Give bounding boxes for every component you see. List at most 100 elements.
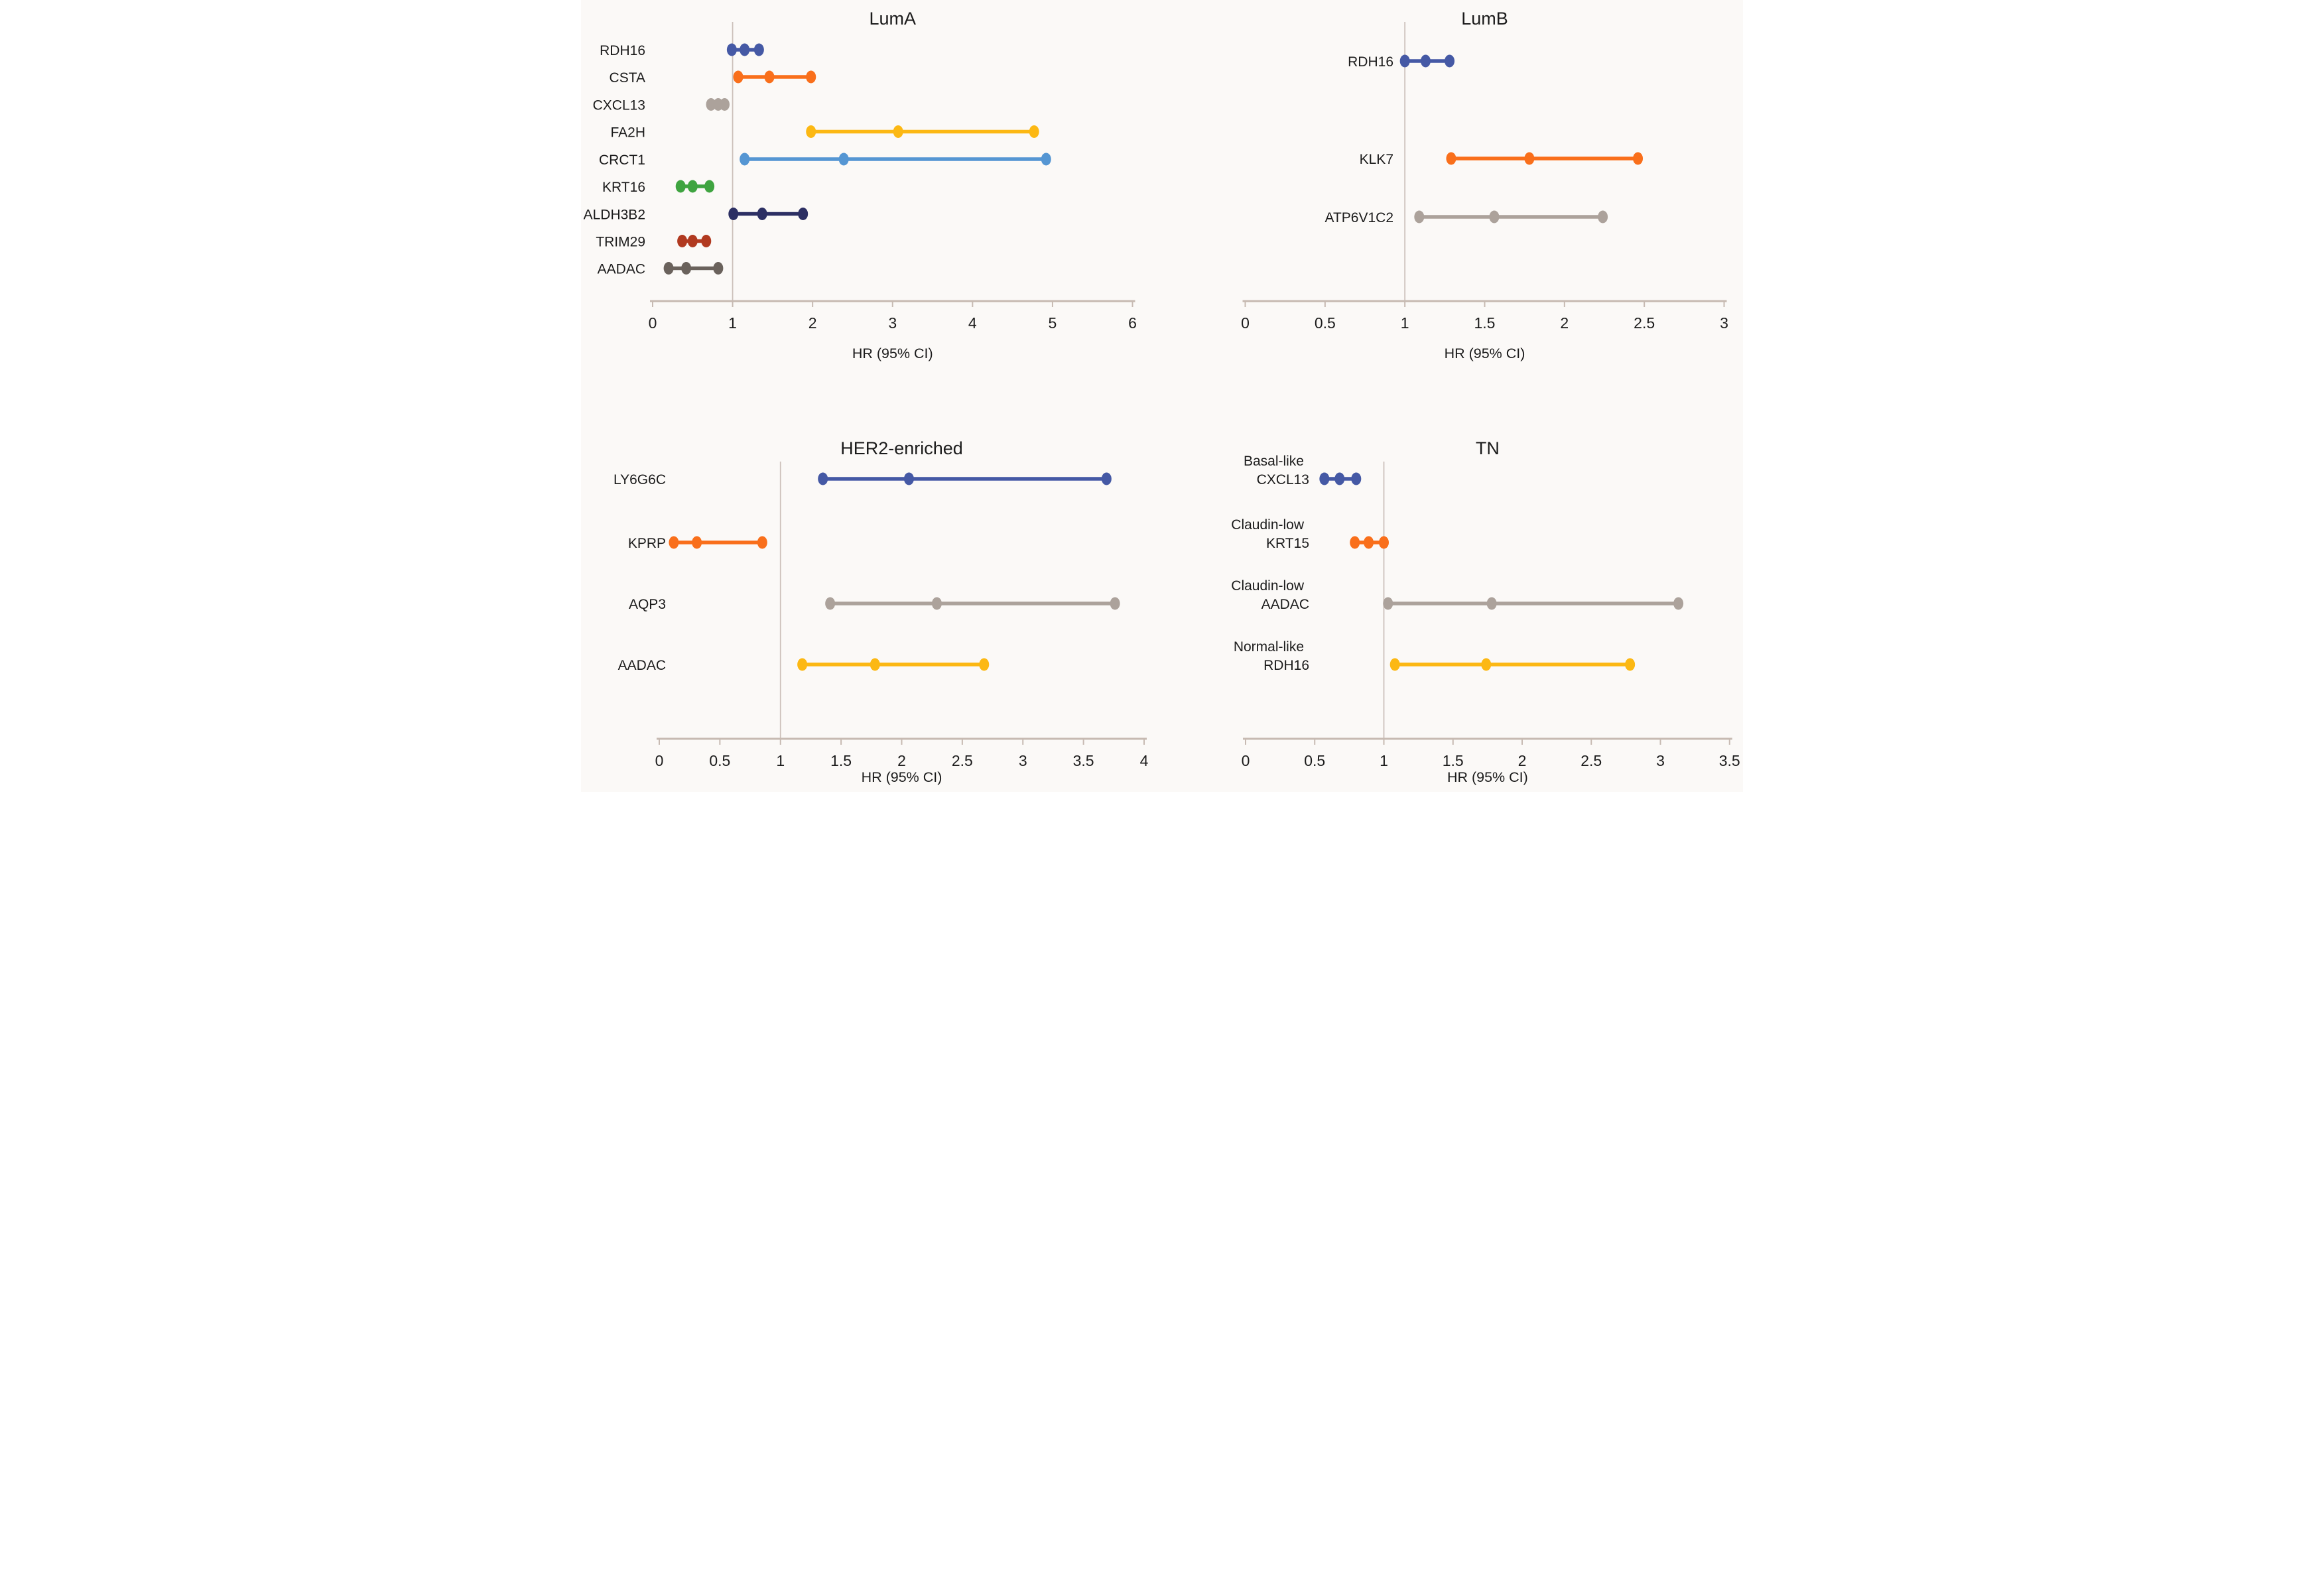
panel-her2-enriched: HER2-enriched 0 0.5 1 1.5 2 2.5 3 3.5 4 HR (95% CI… bbox=[581, 396, 1162, 792]
hr-dot bbox=[1486, 597, 1497, 610]
hr-dot bbox=[681, 262, 692, 275]
ci-low-dot bbox=[706, 98, 716, 111]
forest-plot-tn: TN 0 0.5 1 1.5 2 2.5 3 3.5 HR (95% CI) Basal-like C… bbox=[1231, 438, 1740, 785]
gene-label: RDH16 bbox=[600, 43, 645, 58]
gene-label: AADAC bbox=[1261, 597, 1309, 612]
ci-high-dot bbox=[1041, 153, 1051, 166]
hr-dot bbox=[757, 208, 767, 220]
ci-low-dot bbox=[818, 472, 828, 485]
ci-high-dot bbox=[753, 43, 764, 56]
hr-dot bbox=[893, 125, 903, 138]
x-axis-tick-label: 2 bbox=[1560, 314, 1569, 332]
hr-dot bbox=[687, 180, 698, 193]
panel-title: LumB bbox=[1461, 9, 1508, 29]
ci-low-dot bbox=[677, 235, 688, 247]
hr-dot bbox=[740, 43, 750, 56]
x-axis-tick-label: 0 bbox=[1242, 752, 1250, 769]
panel-title: LumA bbox=[869, 9, 916, 29]
ci-low-dot bbox=[669, 536, 679, 549]
ci-low-dot bbox=[740, 153, 750, 166]
gene-label: RDH16 bbox=[1263, 658, 1309, 673]
ci-low-dot bbox=[675, 180, 686, 193]
x-axis-tick-label: 5 bbox=[1049, 314, 1057, 332]
x-axis-tick-label: 4 bbox=[968, 314, 977, 332]
ci-low-dot bbox=[1399, 54, 1410, 68]
panel-luma: LumA 0 1 2 3 4 5 6 HR (95% CI) RDH16 CSTA CXCL13 FA2… bbox=[581, 0, 1162, 396]
x-axis-tick-label: 0.5 bbox=[1304, 752, 1325, 769]
x-axis-tick-label: 1.5 bbox=[1443, 752, 1464, 769]
hr-dot bbox=[692, 536, 702, 549]
gene-label: KRT16 bbox=[602, 180, 645, 195]
gene-label: CSTA bbox=[610, 70, 645, 86]
ci-high-dot bbox=[979, 658, 990, 671]
hr-dot bbox=[1489, 210, 1500, 223]
gene-label: LY6G6C bbox=[613, 472, 666, 487]
x-axis-tick-label: 0 bbox=[655, 752, 664, 769]
x-axis-tick-label: 1 bbox=[1401, 314, 1409, 332]
x-axis-tick-label: 0.5 bbox=[709, 752, 730, 769]
hr-dot bbox=[1334, 472, 1345, 485]
ci-high-dot bbox=[713, 262, 724, 275]
gene-label: RDH16 bbox=[1348, 54, 1393, 70]
x-axis-label: HR (95% CI) bbox=[862, 769, 942, 785]
x-axis-tick-label: 2 bbox=[1518, 752, 1527, 769]
x-axis-tick-label: 3 bbox=[888, 314, 897, 332]
x-axis-tick-label: 2.5 bbox=[952, 752, 973, 769]
x-axis-tick-label: 0 bbox=[1241, 314, 1250, 332]
ci-low-dot bbox=[825, 597, 836, 610]
hr-dot bbox=[687, 235, 698, 247]
forest-plots-figure: LumA 0 1 2 3 4 5 6 HR (95% CI) RDH16 CSTA CXCL13 FA2… bbox=[581, 0, 1743, 792]
ci-high-dot bbox=[1351, 472, 1362, 485]
ci-low-dot bbox=[797, 658, 808, 671]
ci-high-dot bbox=[1379, 536, 1389, 549]
x-axis-tick-label: 3 bbox=[1656, 752, 1665, 769]
x-axis-tick-label: 1.5 bbox=[1474, 314, 1496, 332]
hr-dot bbox=[931, 597, 942, 610]
x-axis-tick-label: 3.5 bbox=[1719, 752, 1740, 769]
x-axis-tick-label: 1 bbox=[1380, 752, 1388, 769]
ci-high-dot bbox=[720, 98, 730, 111]
panel-tn: TN 0 0.5 1 1.5 2 2.5 3 3.5 HR (95% CI) Basal-like C… bbox=[1162, 396, 1743, 792]
gene-label: CRCT1 bbox=[599, 153, 645, 168]
ci-high-dot bbox=[704, 180, 715, 193]
ci-high-dot bbox=[806, 70, 816, 84]
gene-label: ATP6V1C2 bbox=[1325, 210, 1394, 225]
x-axis-tick-label: 2 bbox=[808, 314, 817, 332]
x-axis-tick-label: 6 bbox=[1128, 314, 1137, 332]
hr-dot bbox=[1364, 536, 1374, 549]
ci-high-dot bbox=[1673, 597, 1684, 610]
gene-label: AADAC bbox=[618, 658, 666, 673]
x-axis-tick-label: 3.5 bbox=[1073, 752, 1094, 769]
x-axis-tick-label: 2.5 bbox=[1581, 752, 1602, 769]
ci-low-dot bbox=[1389, 658, 1400, 671]
x-axis-label: HR (95% CI) bbox=[1445, 346, 1525, 361]
gene-label: ALDH3B2 bbox=[584, 208, 645, 223]
ci-low-dot bbox=[728, 208, 739, 220]
ci-high-dot bbox=[1625, 658, 1636, 671]
gene-label: CXCL13 bbox=[1257, 472, 1309, 487]
gene-label: KPRP bbox=[628, 536, 666, 551]
subtype-label: Basal-like bbox=[1244, 454, 1304, 469]
x-axis-tick-label: 0 bbox=[649, 314, 657, 332]
x-axis-tick-label: 2 bbox=[897, 752, 906, 769]
gene-label: AADAC bbox=[598, 262, 645, 277]
ci-high-dot bbox=[1633, 152, 1644, 165]
panel-lumb: LumB 0 0.5 1 1.5 2 2.5 3 HR (95% CI) RDH16 KLK7 ATP… bbox=[1162, 0, 1743, 396]
ci-low-dot bbox=[1446, 152, 1456, 165]
ci-high-dot bbox=[1445, 54, 1455, 68]
hr-dot bbox=[1420, 54, 1431, 68]
hr-dot bbox=[903, 472, 914, 485]
ci-high-dot bbox=[701, 235, 712, 247]
x-axis-tick-label: 4 bbox=[1140, 752, 1149, 769]
subtype-label: Claudin-low bbox=[1231, 578, 1305, 594]
x-axis-label: HR (95% CI) bbox=[1447, 769, 1528, 785]
ci-low-dot bbox=[1319, 472, 1330, 485]
hr-dot bbox=[1481, 658, 1492, 671]
panel-title: TN bbox=[1476, 438, 1500, 458]
panel-title: HER2-enriched bbox=[840, 438, 963, 458]
ci-low-dot bbox=[1414, 210, 1425, 223]
x-axis-label: HR (95% CI) bbox=[852, 346, 933, 361]
subtype-label: Claudin-low bbox=[1231, 517, 1305, 533]
gene-label: AQP3 bbox=[629, 597, 666, 612]
gene-label: CXCL13 bbox=[593, 98, 645, 113]
